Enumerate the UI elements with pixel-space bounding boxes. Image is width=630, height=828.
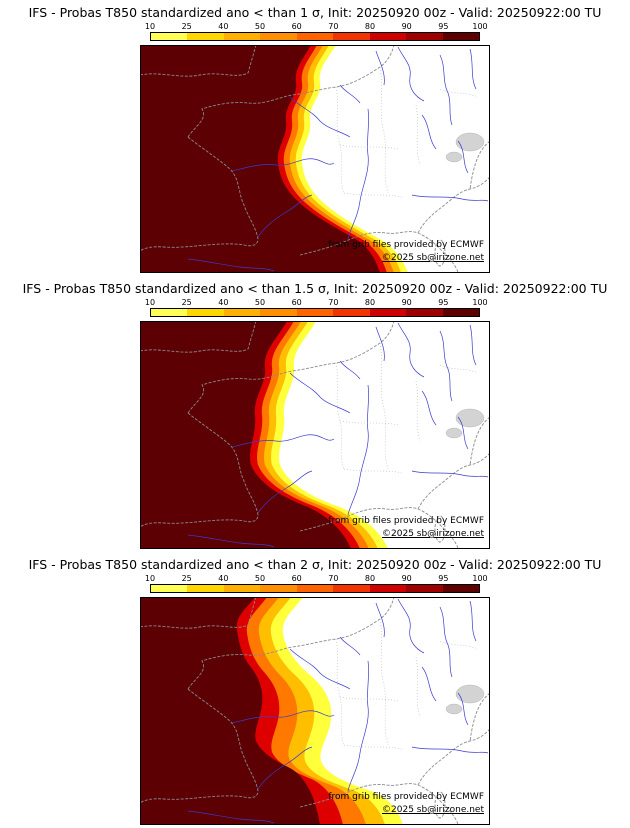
colorbar-tick: 80 — [364, 22, 376, 31]
colorbar-tick: 25 — [181, 574, 192, 583]
colorbar-tick: 95 — [438, 574, 449, 583]
colorbar-ticks: 10 25 40 50 60 70 80 90 95 100 — [145, 298, 488, 308]
colorbar-segment — [333, 309, 370, 316]
colorbar-segment — [442, 309, 479, 316]
colorbar-tick: 100 — [472, 22, 488, 31]
colorbar-segment — [296, 309, 334, 316]
colorbar-tick: 50 — [254, 22, 266, 31]
colorbar-segment — [296, 33, 334, 40]
colorbar: 10 25 40 50 60 70 80 90 95 100 — [145, 298, 488, 319]
colorbar-segment — [151, 585, 188, 592]
credit-ecmwf: from grib files provided by ECMWF — [328, 516, 484, 526]
map-border — [140, 597, 490, 825]
colorbar-tick: 40 — [218, 22, 229, 31]
map-credit: from grib files provided by ECMWF ©2025 … — [328, 791, 484, 817]
colorbar-segment — [296, 585, 334, 592]
colorbar-segment — [333, 33, 370, 40]
map-canvas: from grib files provided by ECMWF ©2025 … — [140, 321, 490, 549]
colorbar-tick: 100 — [472, 574, 488, 583]
colorbar-segment — [406, 585, 443, 592]
colorbar-tick: 40 — [218, 298, 229, 307]
colorbar-tick: 50 — [254, 298, 266, 307]
map-border — [140, 321, 490, 549]
credit-link[interactable]: ©2025 sb@irizone.net — [382, 529, 484, 539]
credit-link[interactable]: ©2025 sb@irizone.net — [382, 805, 484, 815]
colorbar-tick: 10 — [144, 574, 156, 583]
colorbar-gradient — [150, 32, 480, 41]
colorbar-segment — [406, 309, 443, 316]
credit-ecmwf: from grib files provided by ECMWF — [328, 792, 484, 802]
colorbar-tick: 25 — [181, 22, 192, 31]
colorbar-tick: 60 — [291, 574, 302, 583]
credit-ecmwf: from grib files provided by ECMWF — [328, 240, 484, 250]
colorbar-tick: 90 — [401, 298, 412, 307]
colorbar-segment — [151, 33, 188, 40]
colorbar-segment — [223, 309, 261, 316]
panel-title: IFS - Probas T850 standardized ano < tha… — [22, 281, 608, 296]
colorbar-segment — [333, 585, 370, 592]
probability-field-95 — [140, 321, 351, 549]
forecast-panel-2sigma: IFS - Probas T850 standardized ano < tha… — [0, 552, 630, 828]
colorbar-segment — [260, 585, 297, 592]
panel-title: IFS - Probas T850 standardized ano < tha… — [28, 557, 602, 572]
weather-map-svg — [140, 597, 490, 825]
colorbar-tick: 70 — [328, 22, 339, 31]
colorbar-segment — [151, 309, 188, 316]
probability-field-95 — [140, 597, 320, 825]
map-border — [140, 45, 490, 273]
colorbar-gradient — [150, 308, 480, 317]
forecast-panel-1sigma: IFS - Probas T850 standardized ano < tha… — [0, 0, 630, 276]
colorbar-ticks: 10 25 40 50 60 70 80 90 95 100 — [145, 574, 488, 584]
probability-field-95 — [140, 45, 380, 273]
colorbar-tick: 60 — [291, 22, 302, 31]
colorbar-tick: 80 — [364, 298, 376, 307]
colorbar-segment — [369, 585, 407, 592]
colorbar-tick: 95 — [438, 298, 449, 307]
panel-title: IFS - Probas T850 standardized ano < tha… — [28, 5, 602, 20]
colorbar-segment — [406, 33, 443, 40]
colorbar-tick: 10 — [144, 298, 156, 307]
weather-map-svg — [140, 321, 490, 549]
colorbar-tick: 90 — [401, 22, 412, 31]
colorbar-segment — [223, 585, 261, 592]
map-credit: from grib files provided by ECMWF ©2025 … — [328, 515, 484, 541]
colorbar-tick: 25 — [181, 298, 192, 307]
colorbar-ticks: 10 25 40 50 60 70 80 90 95 100 — [145, 22, 488, 32]
colorbar-tick: 80 — [364, 574, 376, 583]
map-canvas: from grib files provided by ECMWF ©2025 … — [140, 597, 490, 825]
map-credit: from grib files provided by ECMWF ©2025 … — [328, 239, 484, 265]
map-canvas: from grib files provided by ECMWF ©2025 … — [140, 45, 490, 273]
colorbar-tick: 95 — [438, 22, 449, 31]
colorbar: 10 25 40 50 60 70 80 90 95 100 — [145, 22, 488, 43]
colorbar-tick: 60 — [291, 298, 302, 307]
colorbar-tick: 70 — [328, 574, 339, 583]
forecast-panel-1-5sigma: IFS - Probas T850 standardized ano < tha… — [0, 276, 630, 552]
colorbar-segment — [369, 309, 407, 316]
colorbar-segment — [369, 33, 407, 40]
colorbar-segment — [187, 33, 224, 40]
colorbar-segment — [260, 33, 297, 40]
colorbar: 10 25 40 50 60 70 80 90 95 100 — [145, 574, 488, 595]
weather-map-svg — [140, 45, 490, 273]
colorbar-tick: 70 — [328, 298, 339, 307]
colorbar-segment — [260, 309, 297, 316]
colorbar-gradient — [150, 584, 480, 593]
colorbar-segment — [442, 585, 479, 592]
colorbar-tick: 100 — [472, 298, 488, 307]
colorbar-segment — [187, 585, 224, 592]
colorbar-tick: 40 — [218, 574, 229, 583]
colorbar-segment — [442, 33, 479, 40]
colorbar-segment — [187, 309, 224, 316]
colorbar-tick: 50 — [254, 574, 266, 583]
colorbar-segment — [223, 33, 261, 40]
credit-link[interactable]: ©2025 sb@irizone.net — [382, 253, 484, 263]
colorbar-tick: 90 — [401, 574, 412, 583]
colorbar-tick: 10 — [144, 22, 156, 31]
